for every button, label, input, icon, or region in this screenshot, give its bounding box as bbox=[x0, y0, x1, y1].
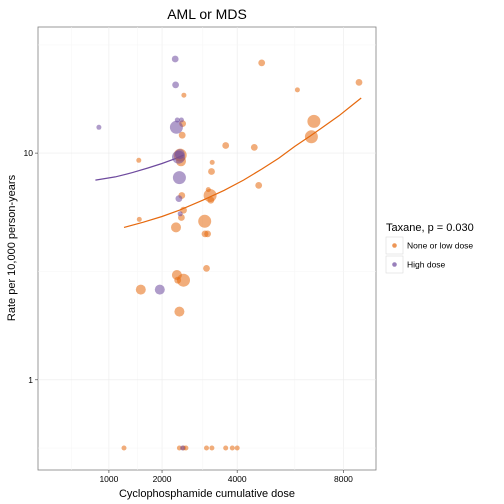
data-point bbox=[177, 274, 190, 287]
x-axis: 1000 2000 4000 8000 bbox=[99, 470, 353, 484]
data-point bbox=[136, 158, 141, 163]
data-point bbox=[171, 222, 181, 232]
legend-swatch bbox=[392, 243, 397, 248]
data-point bbox=[356, 79, 363, 86]
data-point bbox=[137, 217, 142, 222]
data-point bbox=[305, 130, 318, 143]
x-axis-title: Cyclophosphamide cumulative dose bbox=[119, 488, 295, 500]
y-axis: 1 10 bbox=[24, 148, 38, 385]
data-point bbox=[295, 87, 300, 92]
data-point bbox=[307, 115, 320, 128]
data-point bbox=[204, 231, 211, 238]
plot-panel bbox=[38, 27, 376, 470]
data-point bbox=[210, 160, 215, 165]
data-point bbox=[207, 197, 214, 204]
data-point bbox=[235, 446, 240, 451]
data-point bbox=[209, 446, 214, 451]
data-point bbox=[136, 285, 146, 295]
data-point bbox=[122, 446, 127, 451]
data-point bbox=[96, 125, 101, 130]
x-tick-label: 8000 bbox=[334, 474, 353, 484]
data-point bbox=[203, 265, 210, 272]
legend-title: Taxane, p = 0.030 bbox=[386, 222, 474, 234]
data-point bbox=[198, 215, 211, 228]
legend: Taxane, p = 0.030 None or low dose High d… bbox=[386, 222, 474, 273]
data-point bbox=[176, 195, 183, 202]
y-tick-label: 10 bbox=[24, 148, 34, 158]
y-axis-title: Rate per 10,000 person-years bbox=[6, 174, 18, 321]
data-point bbox=[172, 56, 179, 63]
data-point bbox=[178, 211, 183, 216]
data-point bbox=[155, 285, 165, 295]
legend-entry-label: None or low dose bbox=[407, 241, 473, 251]
legend-swatch bbox=[392, 262, 397, 267]
data-point bbox=[255, 182, 262, 189]
data-point bbox=[251, 144, 258, 151]
data-point bbox=[173, 171, 186, 184]
data-point bbox=[222, 142, 229, 149]
data-point bbox=[258, 60, 265, 67]
data-point bbox=[208, 168, 215, 175]
chart-title: AML or MDS bbox=[167, 6, 247, 22]
data-point bbox=[204, 446, 209, 451]
data-point bbox=[223, 446, 228, 451]
data-point bbox=[175, 149, 185, 159]
data-point bbox=[174, 307, 184, 317]
data-point bbox=[170, 121, 183, 134]
data-point bbox=[180, 446, 185, 451]
x-tick-label: 1000 bbox=[99, 474, 118, 484]
data-point bbox=[172, 82, 179, 89]
data-point bbox=[230, 446, 235, 451]
y-tick-label: 1 bbox=[28, 375, 33, 385]
x-tick-label: 2000 bbox=[153, 474, 172, 484]
legend-entry-label: High dose bbox=[407, 260, 446, 270]
x-tick-label: 4000 bbox=[228, 474, 247, 484]
data-point bbox=[179, 118, 184, 123]
data-point bbox=[181, 93, 186, 98]
